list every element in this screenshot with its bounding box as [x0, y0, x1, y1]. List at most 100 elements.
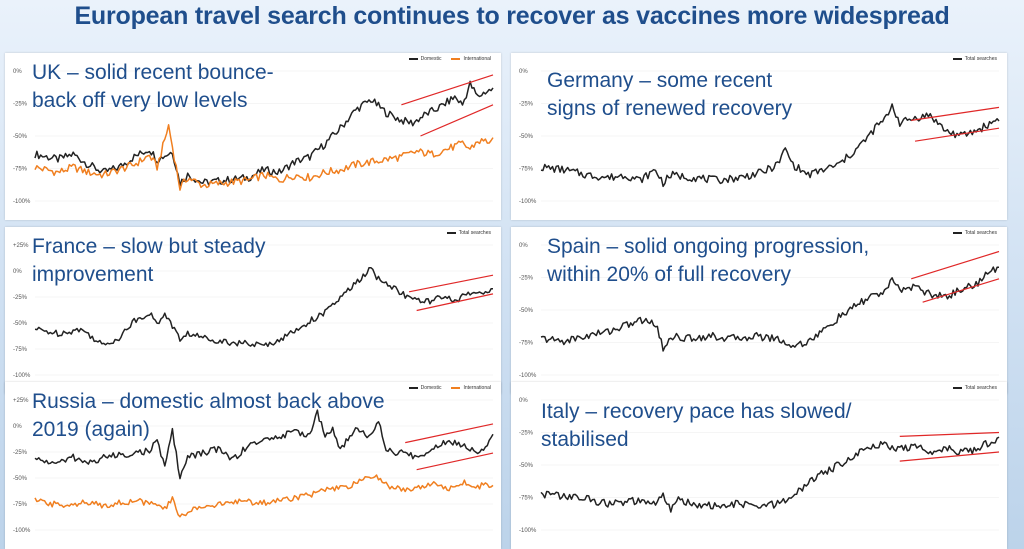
chart-panel-uk: 0% -25% -50% -75% -100% UK – solid recent bo…	[5, 53, 501, 220]
trend-line	[401, 74, 494, 106]
panel-title-line: signs of renewed recovery	[547, 97, 793, 120]
legend-swatch	[952, 387, 962, 389]
chart-svg-uk: 0% -25% -50% -75% -100%	[13, 69, 494, 205]
series-line	[540, 103, 1000, 188]
y-tick-label: 0%	[13, 69, 22, 75]
y-tick-label: -75%	[519, 341, 534, 347]
chart-svg-germany: 0% -25% -50% -75% -100%	[519, 69, 1000, 205]
legend-label: Total searches	[458, 230, 491, 236]
y-tick-label: -50%	[13, 134, 28, 140]
trend-line	[899, 431, 1000, 437]
legend-label: Domestic	[420, 56, 442, 62]
panel-title-russia: Russia – domestic almost back above 2019…	[32, 388, 385, 444]
panel-title-line: Russia – domestic almost back above	[32, 390, 385, 413]
y-tick-label: 0%	[13, 269, 22, 275]
y-tick-label: 0%	[519, 69, 528, 75]
trend-line	[416, 452, 494, 471]
legend: Domestic International	[408, 385, 491, 391]
y-tick-label: -25%	[13, 102, 28, 108]
chart-svg-spain: 0% -25% -50% -75% -100%	[519, 243, 1000, 379]
panel-title-germany: Germany – some recent signs of renewed r…	[547, 67, 792, 123]
y-tick-label: -50%	[519, 463, 534, 469]
y-tick-label: -100%	[519, 199, 537, 205]
series-line	[34, 124, 494, 191]
legend-label: International	[463, 56, 491, 62]
panel-title-italy: Italy – recovery pace has slowed/ stabil…	[541, 398, 852, 454]
chart-panel-spain: 0% -25% -50% -75% -100% Spain – solid ongoin…	[511, 227, 1007, 394]
y-tick-label: -50%	[519, 134, 534, 140]
y-tick-label: 0%	[13, 424, 22, 430]
trend-line	[416, 293, 494, 312]
legend: Total searches	[446, 230, 491, 236]
series-line	[34, 474, 494, 518]
chart-svg-italy: 0% -25% -50% -75% -100%	[519, 398, 1000, 534]
legend: Domestic International	[408, 56, 491, 62]
series-line	[34, 266, 493, 348]
y-tick-label: 0%	[519, 243, 528, 249]
panel-title-line: France – slow but steady	[32, 235, 266, 258]
legend-label: Total searches	[964, 230, 997, 236]
legend-item: Total searches	[952, 230, 997, 236]
y-tick-label: -25%	[13, 295, 28, 301]
panel-title-line: Spain – solid ongoing progression,	[547, 235, 870, 258]
y-tick-label: -25%	[519, 102, 534, 108]
trend-line	[922, 278, 1000, 303]
legend-swatch	[446, 232, 456, 234]
legend-swatch	[952, 58, 962, 60]
chart-panel-france: +25% 0% -25% -50% -75% -100% France – slow bu…	[5, 227, 501, 394]
series-line	[34, 80, 494, 187]
legend-item: Total searches	[952, 385, 997, 391]
panel-title-line: stabilised	[541, 428, 629, 451]
legend-item: Domestic	[408, 56, 442, 62]
y-tick-label: -75%	[519, 496, 534, 502]
y-tick-label: -50%	[519, 308, 534, 314]
y-tick-label: -75%	[519, 167, 534, 173]
legend-label: Total searches	[964, 56, 997, 62]
legend-swatch	[408, 387, 418, 389]
y-tick-label: +25%	[13, 243, 29, 249]
y-tick-label: -100%	[519, 528, 537, 534]
y-tick-label: -75%	[13, 502, 28, 508]
panel-title-france: France – slow but steady improvement	[32, 233, 265, 289]
chart-svg-france: +25% 0% -25% -50% -75% -100%	[13, 243, 494, 379]
trend-line	[899, 451, 1000, 462]
y-tick-label: -75%	[13, 167, 28, 173]
y-tick-label: -50%	[13, 321, 28, 327]
trend-line	[408, 274, 494, 293]
series-line	[540, 266, 999, 352]
y-tick-label: -100%	[13, 373, 31, 379]
y-tick-label: -75%	[13, 347, 28, 353]
y-tick-label: -100%	[13, 199, 31, 205]
y-tick-label: -25%	[13, 450, 28, 456]
panel-title-line: 2019 (again)	[32, 418, 150, 441]
series-line	[540, 436, 1000, 513]
trend-line	[420, 104, 494, 137]
legend-item: Domestic	[408, 385, 441, 391]
panel-title-line: Germany – some recent	[547, 69, 773, 92]
y-tick-label: +25%	[13, 398, 29, 404]
y-tick-label: -25%	[519, 431, 534, 437]
legend: Total searches	[952, 230, 997, 236]
chart-panel-russia: +25% 0% -25% -50% -75% -100% Russia – domesti…	[5, 382, 501, 549]
trend-line	[911, 106, 1000, 121]
legend-label: Total searches	[964, 385, 997, 391]
y-tick-label: -50%	[13, 476, 28, 482]
legend: Total searches	[952, 385, 997, 391]
panel-title-line: UK – solid recent bounce-	[32, 61, 274, 84]
legend-swatch	[451, 387, 461, 389]
legend-swatch	[408, 58, 418, 60]
legend-swatch	[451, 58, 461, 60]
panel-title-line: within 20% of full recovery	[547, 263, 791, 286]
page-title: European travel search continues to reco…	[74, 2, 950, 30]
y-tick-label: -25%	[519, 276, 534, 282]
series-line	[34, 409, 494, 480]
panel-title-line: Italy – recovery pace has slowed/	[541, 400, 852, 423]
panel-title-line: improvement	[32, 263, 154, 286]
chart-panel-germany: 0% -25% -50% -75% -100% Germany – some recen…	[511, 53, 1007, 220]
y-tick-label: -100%	[519, 373, 537, 379]
legend-swatch	[952, 232, 962, 234]
legend-item: International	[451, 56, 491, 62]
legend-item: International	[451, 385, 491, 391]
legend-item: Total searches	[952, 56, 997, 62]
legend-label: International	[463, 385, 491, 391]
